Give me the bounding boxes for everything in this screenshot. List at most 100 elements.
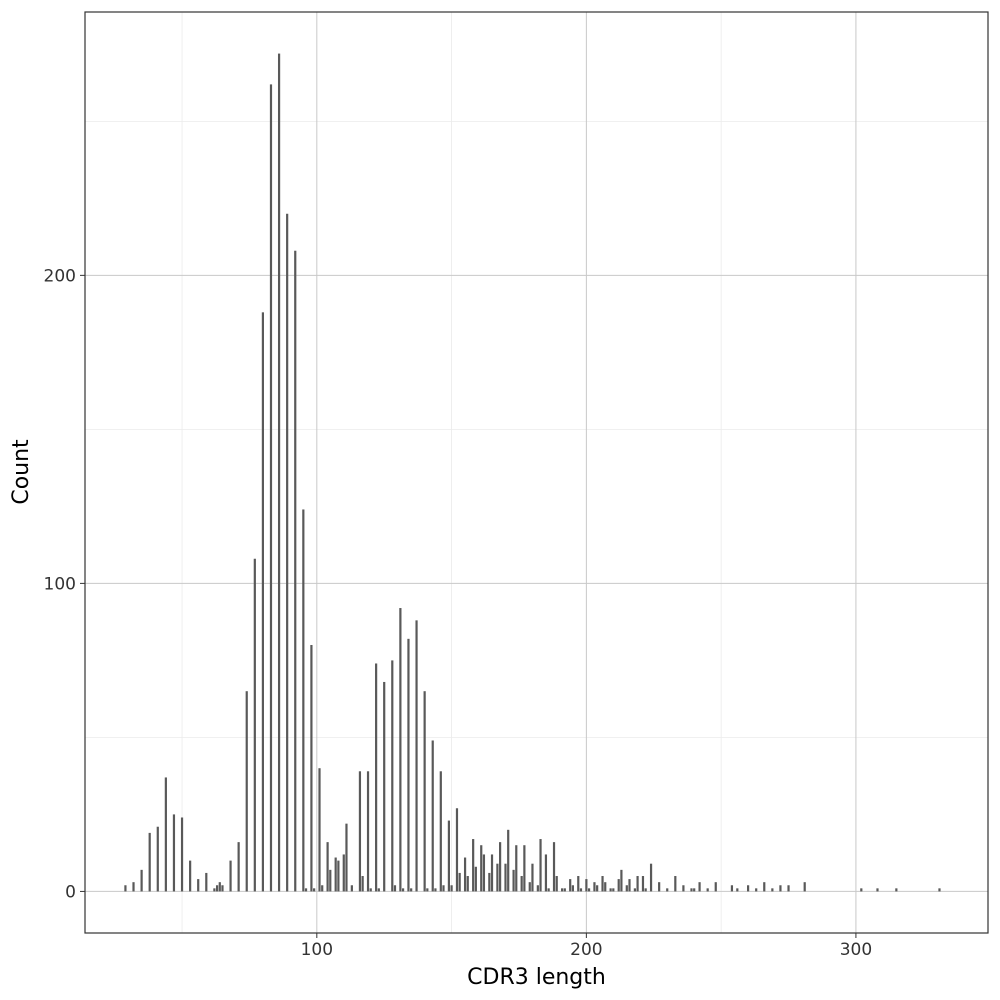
histogram-bar bbox=[148, 832, 151, 892]
histogram-bar bbox=[140, 869, 143, 892]
major-gridlines bbox=[85, 12, 988, 933]
histogram-bar bbox=[698, 882, 701, 892]
histogram-bar bbox=[221, 885, 224, 892]
histogram-bar bbox=[674, 876, 677, 892]
histogram-bar bbox=[563, 888, 566, 892]
x-axis-title: CDR3 length bbox=[467, 965, 606, 990]
histogram-bar bbox=[447, 820, 450, 892]
histogram-bar bbox=[480, 845, 483, 892]
histogram-bar bbox=[342, 854, 345, 892]
minor-gridlines bbox=[85, 12, 988, 933]
histogram-bar bbox=[747, 885, 750, 892]
histogram-bar bbox=[579, 888, 583, 892]
histogram-bar bbox=[466, 876, 469, 892]
histogram-bar bbox=[612, 888, 615, 892]
histogram-bar bbox=[245, 691, 248, 892]
histogram-bar bbox=[156, 826, 159, 892]
histogram-bar bbox=[229, 860, 232, 892]
y-tick-label: 200 bbox=[44, 266, 76, 286]
histogram-bar bbox=[458, 872, 461, 892]
histogram-bar bbox=[189, 860, 192, 892]
histogram-bar bbox=[636, 876, 639, 892]
histogram-bar bbox=[366, 771, 370, 892]
histogram-bar bbox=[407, 638, 410, 892]
histogram-bar bbox=[633, 888, 636, 892]
histogram-bar bbox=[253, 558, 256, 892]
y-tick-label: 0 bbox=[65, 882, 76, 902]
histogram-bar bbox=[261, 312, 264, 892]
histogram-bar bbox=[401, 888, 405, 892]
y-tick-label: 100 bbox=[44, 574, 76, 594]
histogram-bar bbox=[318, 768, 321, 892]
histogram-bar bbox=[439, 771, 442, 892]
x-axis: 100 200 300 bbox=[301, 933, 872, 960]
histogram-bar bbox=[286, 213, 289, 892]
histogram-bar bbox=[507, 829, 510, 892]
histogram-bar bbox=[561, 888, 564, 892]
histogram-bar bbox=[539, 839, 542, 892]
histogram-bar bbox=[736, 888, 739, 892]
histogram-bar bbox=[520, 876, 523, 892]
histogram-bar bbox=[571, 885, 574, 892]
histogram-bar bbox=[860, 888, 863, 892]
histogram-bar bbox=[180, 817, 184, 892]
histogram-bar bbox=[895, 888, 898, 892]
histogram-bar bbox=[277, 53, 281, 892]
histogram-bar bbox=[321, 885, 324, 892]
histogram-bar bbox=[215, 885, 219, 892]
histogram-bar bbox=[442, 885, 445, 892]
histogram-bar bbox=[649, 863, 653, 892]
histogram-bar bbox=[337, 860, 340, 892]
histogram-bar bbox=[213, 888, 216, 892]
histogram-bar bbox=[164, 777, 167, 892]
histogram-bar bbox=[552, 842, 556, 892]
histogram-bar bbox=[515, 845, 518, 892]
histogram-bar bbox=[304, 888, 308, 892]
histogram-bar bbox=[361, 876, 364, 892]
histogram-bar bbox=[472, 839, 475, 892]
histogram-bar bbox=[410, 888, 413, 892]
histogram-bar bbox=[415, 620, 418, 892]
histogram-bar bbox=[423, 691, 426, 892]
histogram-bar bbox=[431, 740, 434, 892]
histogram-bar bbox=[604, 882, 607, 892]
histogram-bar bbox=[596, 885, 599, 892]
histogram-bar bbox=[313, 888, 316, 892]
y-axis-title: Count bbox=[9, 439, 34, 505]
histogram-bar bbox=[536, 885, 539, 892]
histogram-bar bbox=[523, 845, 526, 892]
x-tick-label: 300 bbox=[840, 940, 872, 960]
histogram-bar bbox=[132, 882, 135, 892]
histogram-bar bbox=[499, 842, 502, 892]
histogram-bar bbox=[375, 663, 378, 892]
histogram-bar bbox=[730, 885, 734, 892]
histogram-bar bbox=[763, 882, 766, 892]
histogram-bar bbox=[555, 876, 558, 892]
histogram-bar bbox=[329, 869, 332, 892]
histogram-bar bbox=[358, 771, 362, 892]
histogram-bar bbox=[544, 854, 548, 892]
histogram-bar bbox=[787, 885, 790, 892]
histogram-bar bbox=[569, 879, 572, 892]
histogram-bar bbox=[377, 888, 380, 892]
histogram-bar bbox=[391, 660, 394, 892]
histogram-bar bbox=[463, 857, 467, 892]
histogram-bar bbox=[172, 814, 176, 892]
histogram-bar bbox=[393, 885, 397, 892]
histogram-bar bbox=[609, 888, 612, 892]
histogram-bar bbox=[601, 876, 604, 892]
histogram-bar bbox=[585, 879, 588, 892]
histogram-bar bbox=[455, 808, 459, 892]
histogram-bar bbox=[399, 608, 402, 892]
histogram-bar bbox=[620, 869, 623, 892]
panel-background bbox=[85, 12, 988, 933]
histogram-bar bbox=[587, 888, 591, 892]
panel-border bbox=[84, 11, 989, 934]
histogram-bar bbox=[706, 888, 709, 892]
histogram-bar bbox=[690, 888, 693, 892]
histogram-bar bbox=[369, 888, 372, 892]
histogram-bar bbox=[755, 888, 758, 892]
histogram-bar bbox=[625, 885, 628, 892]
histogram-bar bbox=[326, 842, 329, 892]
